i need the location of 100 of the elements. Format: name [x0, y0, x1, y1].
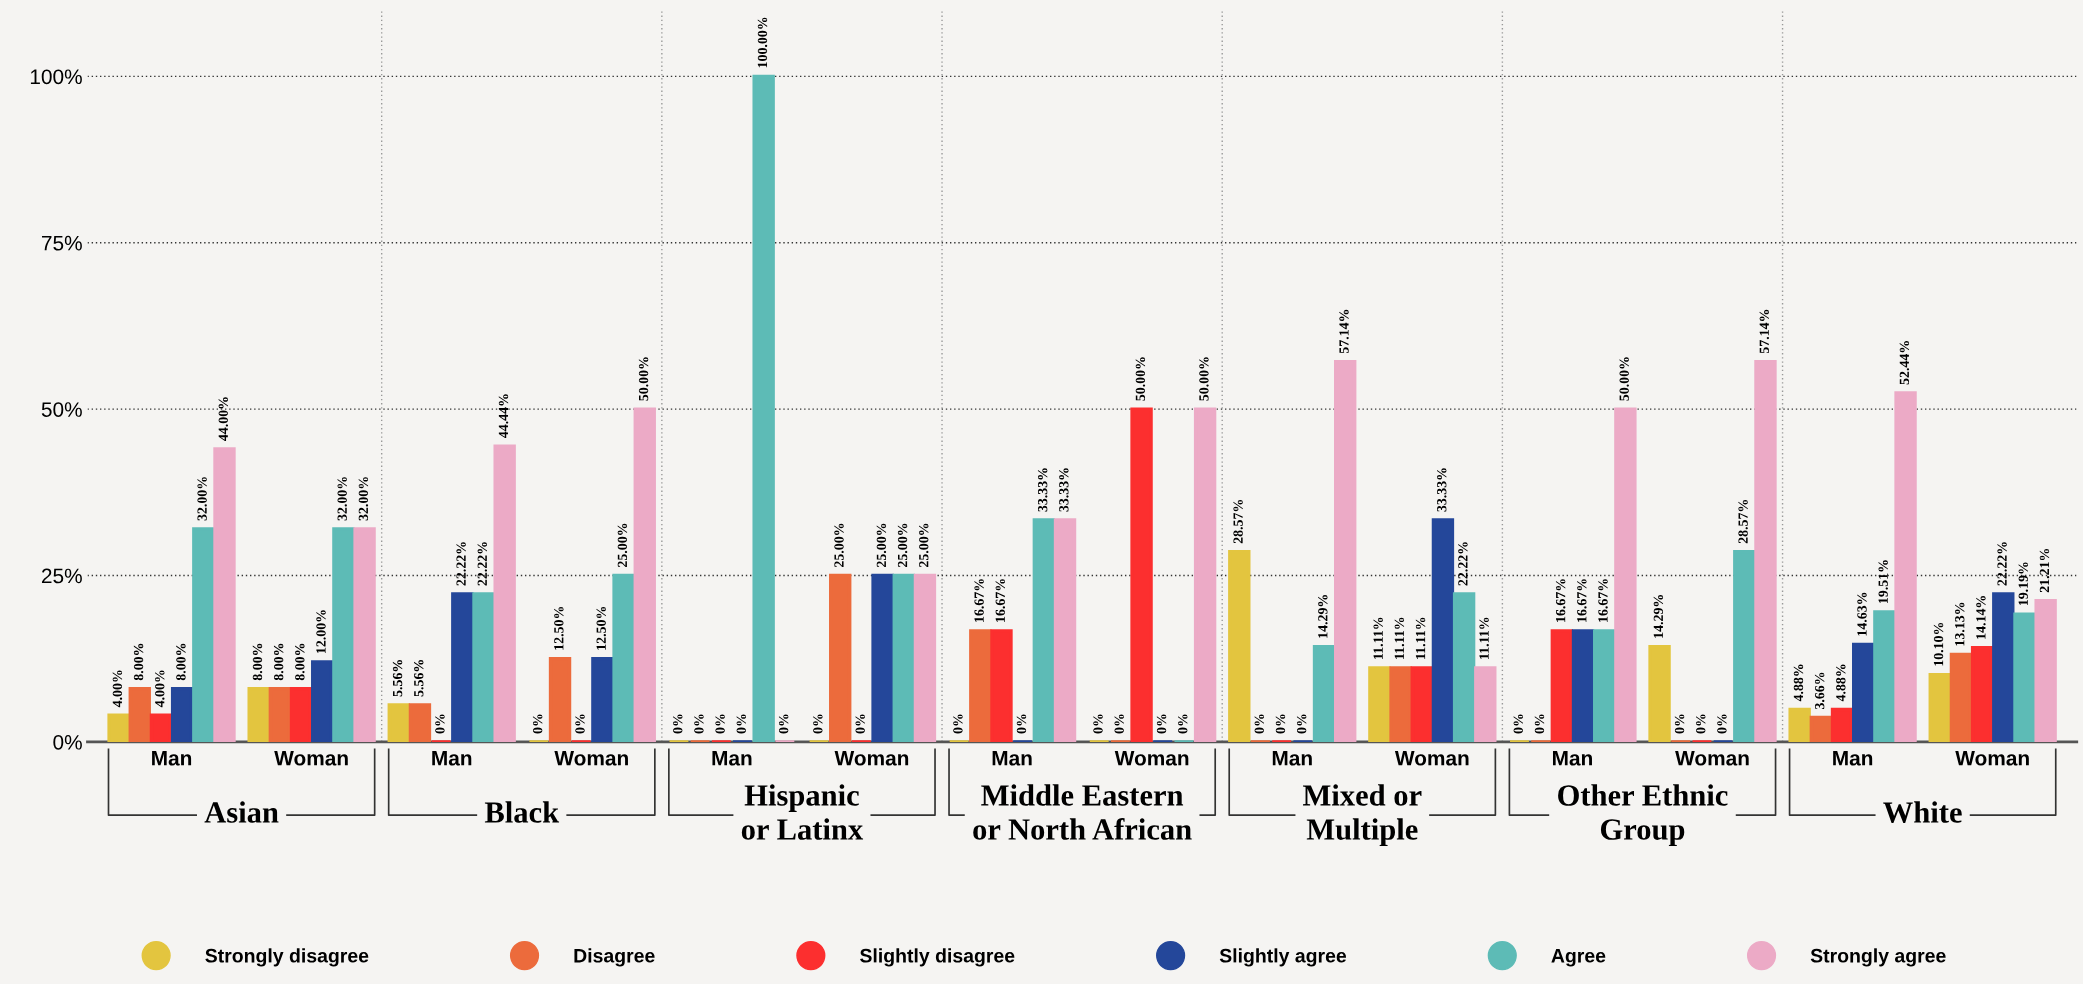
data-label: 32.00% — [358, 477, 369, 521]
data-label: 50.00% — [1135, 357, 1146, 401]
x-tick-label: Woman — [1955, 751, 2029, 766]
data-label: 14.29% — [1653, 595, 1664, 638]
data-label: 8.00% — [295, 643, 305, 681]
data-label: 0% — [1296, 714, 1307, 734]
text: Middle Eastern or North African — [973, 784, 1192, 840]
data-label: 25.00% — [617, 523, 628, 567]
data-label: 16.67% — [974, 579, 984, 622]
x-tick-label: Man — [1552, 751, 1592, 766]
data-label: 16.67% — [1598, 579, 1608, 622]
data-label: 44.44% — [498, 394, 509, 438]
data-label: 0% — [1254, 714, 1264, 734]
data-label: 4.00% — [155, 670, 165, 708]
data-label: 0% — [1513, 714, 1523, 734]
x-tick-label: Woman — [274, 751, 348, 766]
text: Other Ethnic Group — [1558, 784, 1728, 847]
data-label: 0% — [1114, 714, 1124, 734]
data-label: 16.67% — [995, 579, 1006, 622]
data-label: 0% — [1275, 714, 1286, 734]
data-label: 52.44% — [1899, 341, 1910, 385]
data-label: 28.57% — [1738, 499, 1748, 544]
data-label: 11.11% — [1394, 617, 1405, 659]
x-tick-label: Man — [992, 751, 1032, 766]
legend-label: Strongly agree — [1810, 948, 1946, 967]
data-label: 25.00% — [919, 523, 929, 567]
data-label: 5.56% — [392, 660, 403, 697]
data-label: 4.88% — [1793, 664, 1804, 702]
data-label: 8.00% — [133, 643, 144, 681]
data-label: 12.00% — [316, 610, 326, 653]
data-label: 0% — [1696, 714, 1706, 734]
data-label: 21.21% — [2039, 548, 2050, 593]
data-label: 50.00% — [638, 357, 649, 401]
data-label: 8.00% — [273, 643, 284, 681]
data-label: 32.00% — [337, 477, 347, 521]
x-tick-label: Woman — [1394, 751, 1469, 766]
data-label: 0% — [855, 714, 865, 734]
data-label: 0% — [673, 714, 683, 734]
data-label: 0% — [715, 714, 725, 734]
x-tick-label: Man — [432, 751, 472, 766]
text: Hispanic or Latinx — [741, 784, 864, 840]
data-label: 16.67% — [1555, 579, 1566, 622]
data-label: 19.19% — [2018, 562, 2029, 606]
legend-label: Slightly agree — [1219, 948, 1347, 967]
legend-label: Agree — [1551, 949, 1606, 967]
data-label: 14.29% — [1318, 595, 1328, 638]
data-label: 8.00% — [176, 643, 186, 681]
data-label: 33.33% — [1059, 468, 1069, 512]
data-label: 4.00% — [112, 670, 123, 708]
data-label: 28.57% — [1233, 499, 1243, 544]
data-label: 0% — [813, 714, 823, 734]
x-tick-label: Man — [152, 751, 192, 766]
data-label: 57.14% — [1339, 309, 1349, 354]
text: White — [1883, 801, 1962, 823]
data-label: 0% — [1178, 714, 1188, 734]
data-label: 14.14% — [1976, 596, 1986, 639]
y-tick-label: 100% — [30, 69, 82, 85]
data-label: 25.00% — [834, 523, 844, 567]
x-tick-label: Man — [1833, 751, 1873, 766]
data-label: 0% — [694, 714, 704, 734]
data-label: 0% — [532, 714, 543, 734]
data-label: 13.13% — [1955, 602, 1965, 646]
data-label: 14.63% — [1857, 592, 1867, 636]
data-label: 0% — [953, 714, 963, 734]
data-label: 50.00% — [1199, 357, 1209, 401]
data-label: 11.11% — [1479, 617, 1489, 659]
data-label: 5.56% — [414, 660, 424, 697]
y-tick-label: 75% — [42, 235, 82, 251]
data-label: 4.88% — [1836, 664, 1846, 702]
data-label: 11.11% — [1415, 617, 1426, 659]
data-label: 33.33% — [1037, 468, 1048, 512]
data-label: 19.51% — [1878, 560, 1888, 603]
data-label: 22.22% — [477, 542, 488, 586]
data-label: 100.00% — [757, 17, 768, 68]
data-label: 10.10% — [1933, 622, 1944, 666]
data-label: 0% — [1016, 714, 1027, 734]
data-label: 0% — [1093, 714, 1103, 734]
y-tick-label: 25% — [41, 568, 82, 584]
text: Mixed or Multiple — [1302, 784, 1422, 847]
text: Black — [484, 801, 560, 823]
x-tick-label: Woman — [1675, 751, 1749, 766]
data-label: 25.00% — [876, 523, 887, 567]
legend-label: Slightly disagree — [860, 948, 1015, 967]
data-label: 22.22% — [1997, 542, 2007, 586]
data-label: 11.11% — [1373, 617, 1383, 659]
data-label: 0% — [1156, 714, 1167, 734]
data-label: 25.00% — [897, 523, 908, 567]
data-label: 22.22% — [456, 542, 466, 586]
legend-label: Disagree — [574, 948, 655, 967]
data-label: 8.00% — [252, 643, 263, 681]
data-label: 16.67% — [1577, 579, 1587, 622]
x-tick-label: Woman — [1114, 751, 1189, 766]
data-label: 22.22% — [1458, 542, 1468, 586]
y-tick-label: 0% — [53, 734, 82, 750]
data-label: 12.50% — [596, 606, 606, 650]
x-tick-label: Woman — [834, 751, 909, 766]
data-label: 44.00% — [218, 397, 229, 441]
y-tick-label: 50% — [41, 402, 82, 417]
data-label: 50.00% — [1619, 357, 1629, 401]
data-label: 0% — [736, 714, 747, 734]
